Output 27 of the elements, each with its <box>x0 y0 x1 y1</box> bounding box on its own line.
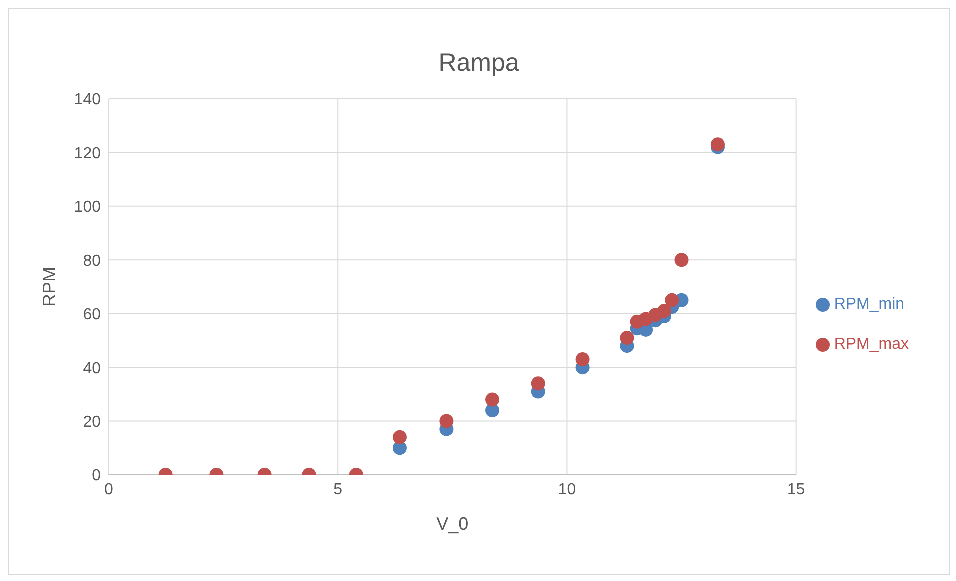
point <box>440 414 454 428</box>
point <box>665 293 680 308</box>
y-tick-label: 0 <box>92 468 102 485</box>
y-tick-label: 20 <box>83 414 102 431</box>
legend-label: RPM_max <box>834 336 909 353</box>
y-tick-label: 60 <box>83 306 102 324</box>
x-axis-title: V_0 <box>436 514 469 534</box>
point <box>486 392 500 407</box>
y-tick-label: 120 <box>74 145 102 162</box>
point <box>674 253 689 268</box>
x-tick-label: 15 <box>787 481 806 498</box>
point <box>576 352 590 367</box>
y-tick-label: 40 <box>83 360 102 378</box>
x-tick-label: 0 <box>104 481 114 498</box>
point <box>657 304 672 318</box>
point <box>620 331 634 346</box>
point <box>531 376 546 391</box>
y-tick-label: 140 <box>74 92 102 109</box>
point <box>710 138 725 152</box>
chart-title: Rampa <box>438 49 520 79</box>
legend-label: RPM_min <box>834 296 905 313</box>
y-tick-label: 100 <box>74 199 102 216</box>
y-axis-title: RPM <box>39 267 60 307</box>
point <box>392 430 407 444</box>
x-tick-label: 10 <box>558 481 576 498</box>
x-tick-label: 5 <box>334 481 343 498</box>
y-tick-label: 80 <box>83 252 102 270</box>
